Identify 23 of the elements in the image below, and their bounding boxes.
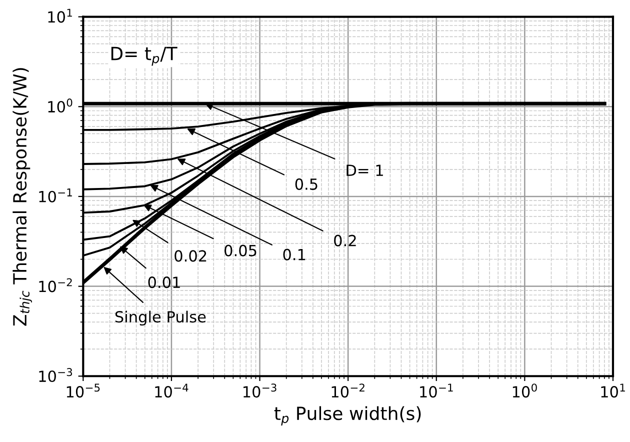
annotation: 0.02 [174, 250, 206, 262]
annotation: D= 1 [346, 164, 383, 176]
x-tick-label: 10$^{−5}$ [66, 384, 100, 398]
y-tick-label: 10$^{1}$ [48, 8, 72, 23]
x-tick-label: 10$^{−1}$ [420, 384, 453, 398]
x-tick-label: 10$^{−4}$ [155, 384, 188, 398]
annotation: D= t$_{p}$/T [111, 46, 178, 66]
x-tick-label: 10$^{1}$ [601, 384, 625, 398]
x-axis-title: t$_{p}$ Pulse width(s) [274, 406, 421, 426]
x-tick-label: 10$^{0}$ [512, 384, 537, 398]
y-tick-label: 10$^{−1}$ [39, 188, 72, 202]
y-axis-title: Z$_{thjc}$ Thermal Response(K/W) [12, 68, 32, 326]
annotation: 0.2 [334, 234, 356, 246]
y-tick-label: 10$^{−2}$ [39, 278, 72, 292]
annotation: 0.1 [283, 248, 306, 260]
annotation: 0.01 [148, 276, 180, 288]
y-tick-label: 10$^{−3}$ [39, 368, 72, 382]
x-tick-label: 10$^{−2}$ [332, 384, 364, 398]
annotation: Single Pulse [115, 310, 206, 326]
y-tick-label: 10$^{0}$ [48, 98, 72, 113]
annotation: 0.05 [224, 244, 256, 256]
x-tick-label: 10$^{−3}$ [243, 384, 276, 398]
annotation: 0.5 [295, 178, 318, 190]
